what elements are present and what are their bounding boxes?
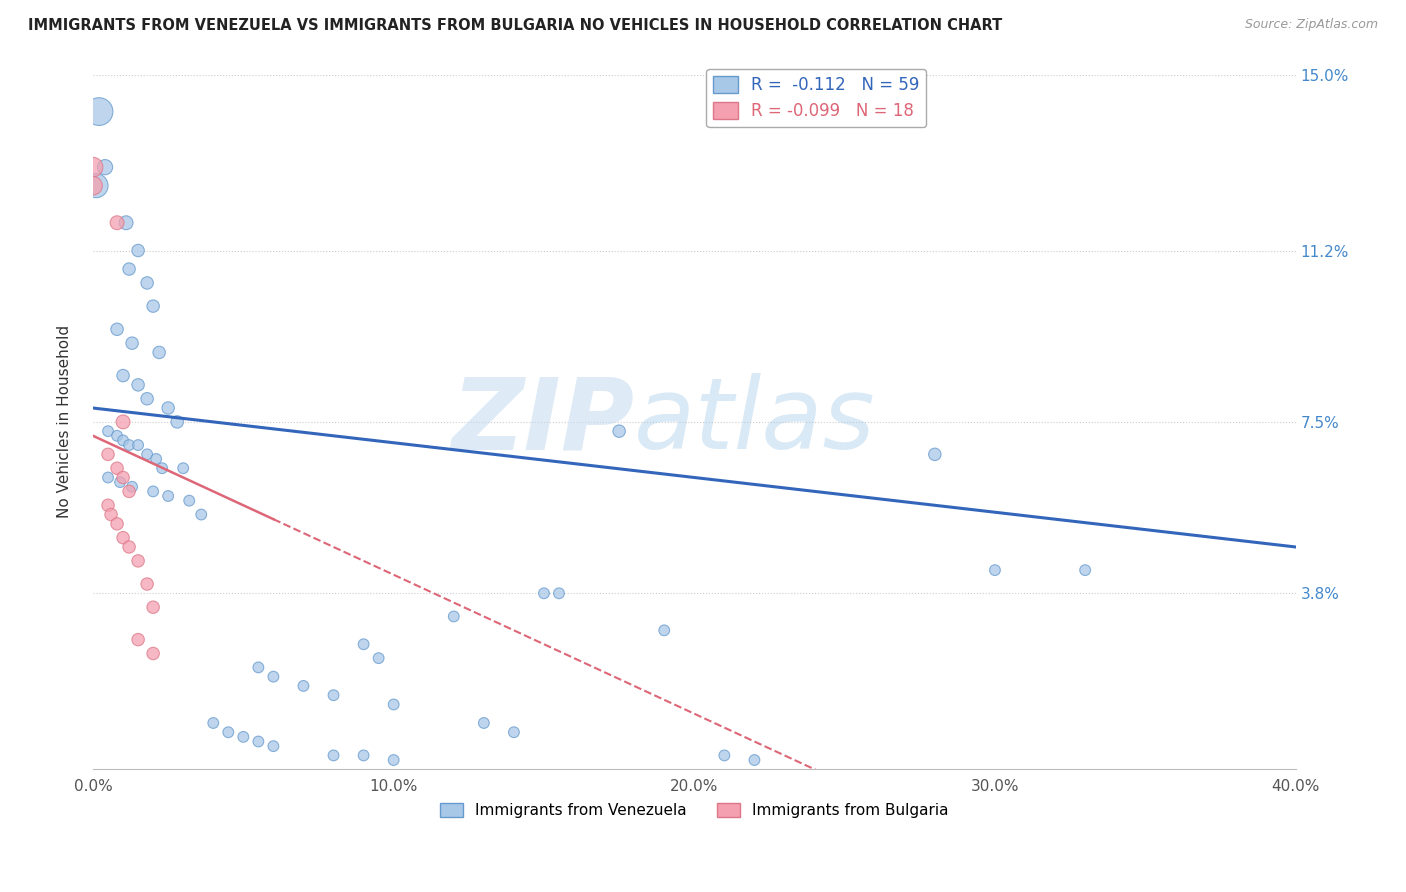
Point <box>148 345 170 359</box>
Point <box>105 216 128 230</box>
Point <box>367 651 389 665</box>
Point <box>118 262 141 277</box>
Point <box>121 480 143 494</box>
Point <box>472 716 495 731</box>
Point <box>82 160 104 174</box>
Point <box>136 447 159 461</box>
Text: IMMIGRANTS FROM VENEZUELA VS IMMIGRANTS FROM BULGARIA NO VEHICLES IN HOUSEHOLD C: IMMIGRANTS FROM VENEZUELA VS IMMIGRANTS … <box>28 18 1002 33</box>
Point <box>179 493 201 508</box>
Point <box>172 461 194 475</box>
Point <box>115 216 138 230</box>
Point <box>232 730 254 744</box>
Point <box>322 688 344 702</box>
Point <box>127 377 149 392</box>
Point <box>105 461 128 475</box>
Point <box>118 438 141 452</box>
Point <box>503 725 526 739</box>
Point <box>262 739 284 753</box>
Point <box>382 753 405 767</box>
Point <box>652 624 675 638</box>
Point <box>127 632 149 647</box>
Point <box>112 415 135 429</box>
Y-axis label: No Vehicles in Household: No Vehicles in Household <box>58 326 72 518</box>
Point <box>322 748 344 763</box>
Point <box>548 586 571 600</box>
Point <box>105 429 128 443</box>
Point <box>136 577 159 591</box>
Point <box>145 452 167 467</box>
Point <box>190 508 212 522</box>
Point <box>157 401 180 415</box>
Point <box>97 447 120 461</box>
Point <box>112 368 135 383</box>
Point <box>97 470 120 484</box>
Point <box>202 716 225 731</box>
Point <box>112 531 135 545</box>
Point <box>136 392 159 406</box>
Point <box>121 336 143 351</box>
Point <box>984 563 1007 577</box>
Point <box>142 484 165 499</box>
Point <box>353 637 375 651</box>
Point <box>118 540 141 554</box>
Point <box>533 586 555 600</box>
Point <box>150 461 173 475</box>
Point <box>100 508 122 522</box>
Point <box>112 434 135 448</box>
Text: Source: ZipAtlas.com: Source: ZipAtlas.com <box>1244 18 1378 31</box>
Point <box>1074 563 1097 577</box>
Point <box>112 470 135 484</box>
Point <box>924 447 946 461</box>
Point <box>744 753 766 767</box>
Point <box>247 660 270 674</box>
Text: atlas: atlas <box>634 374 876 470</box>
Point <box>247 734 270 748</box>
Text: ZIP: ZIP <box>451 374 634 470</box>
Point <box>262 670 284 684</box>
Point <box>142 600 165 615</box>
Point <box>382 698 405 712</box>
Point <box>142 647 165 661</box>
Point <box>84 178 107 193</box>
Point <box>217 725 239 739</box>
Point <box>97 424 120 438</box>
Point <box>82 178 104 193</box>
Point <box>292 679 315 693</box>
Point <box>105 516 128 531</box>
Point <box>166 415 188 429</box>
Point <box>87 104 110 119</box>
Point <box>607 424 630 438</box>
Point <box>94 160 117 174</box>
Point <box>127 438 149 452</box>
Point <box>105 322 128 336</box>
Point <box>136 276 159 290</box>
Legend: Immigrants from Venezuela, Immigrants from Bulgaria: Immigrants from Venezuela, Immigrants fr… <box>433 797 955 824</box>
Point <box>118 484 141 499</box>
Point <box>108 475 131 490</box>
Point <box>157 489 180 503</box>
Point <box>127 554 149 568</box>
Point <box>443 609 465 624</box>
Point <box>127 244 149 258</box>
Point <box>97 498 120 512</box>
Point <box>142 299 165 313</box>
Point <box>713 748 735 763</box>
Point <box>353 748 375 763</box>
